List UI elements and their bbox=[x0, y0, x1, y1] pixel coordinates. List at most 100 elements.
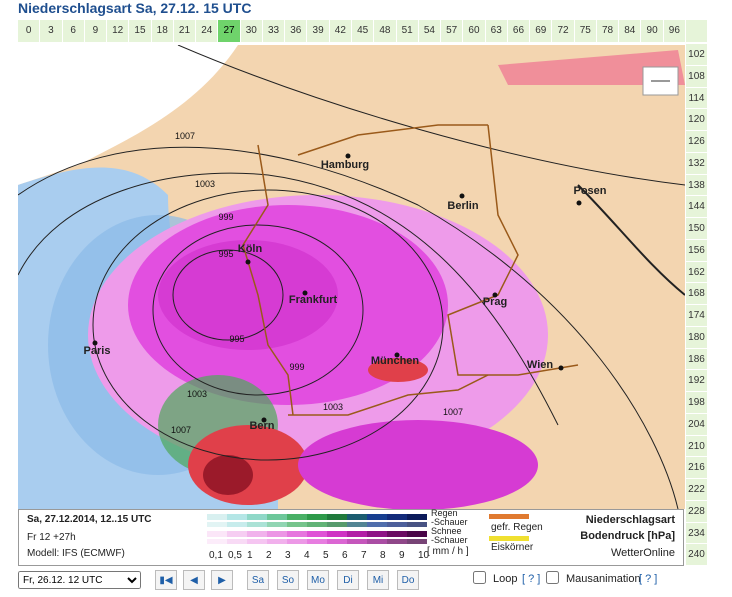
time-tab[interactable]: 54 bbox=[418, 20, 442, 42]
scale-label: 7 bbox=[361, 550, 367, 561]
run-select[interactable]: Fr, 26.12. 12 UTC bbox=[18, 571, 141, 589]
time-tab[interactable]: 228 bbox=[686, 500, 707, 523]
time-tab[interactable]: 156 bbox=[686, 239, 707, 262]
time-tab[interactable]: 90 bbox=[641, 20, 664, 42]
rain-swatch bbox=[207, 514, 227, 520]
time-tab[interactable]: 51 bbox=[396, 20, 419, 42]
shower-swatch bbox=[247, 522, 267, 527]
city-dot bbox=[302, 290, 308, 296]
time-tab[interactable]: 198 bbox=[686, 392, 707, 414]
time-tab[interactable]: 69 bbox=[530, 20, 553, 42]
time-tab[interactable]: 210 bbox=[686, 435, 707, 458]
day-button[interactable]: Sa bbox=[247, 570, 269, 590]
legend-model: Modell: IFS (ECMWF) bbox=[27, 548, 125, 559]
day-button[interactable]: Do bbox=[397, 570, 419, 590]
time-tab[interactable]: 96 bbox=[663, 20, 686, 42]
time-tab[interactable]: 114 bbox=[686, 87, 707, 110]
scale-label: 0,5 bbox=[228, 550, 242, 561]
next-button[interactable]: ▶ bbox=[211, 570, 233, 590]
shower-swatch bbox=[327, 522, 347, 527]
scale-label: 5 bbox=[323, 550, 329, 561]
time-tab[interactable]: 48 bbox=[374, 20, 397, 42]
time-tab[interactable]: 39 bbox=[307, 20, 330, 42]
day-button[interactable]: Mi bbox=[367, 570, 389, 590]
isobar-label: 995 bbox=[229, 334, 244, 344]
time-tab[interactable]: 168 bbox=[686, 283, 707, 305]
prev-button[interactable]: ◀ bbox=[183, 570, 205, 590]
time-tab[interactable]: 12 bbox=[107, 20, 130, 42]
time-tab[interactable]: 9 bbox=[84, 20, 108, 42]
time-tab[interactable]: 36 bbox=[285, 20, 308, 42]
time-tab[interactable]: 186 bbox=[686, 348, 707, 371]
city-dot bbox=[459, 193, 465, 199]
time-tab[interactable]: 234 bbox=[686, 522, 707, 545]
scale-label: 1 bbox=[247, 550, 253, 561]
time-tab[interactable]: 78 bbox=[596, 20, 620, 42]
city-dot bbox=[576, 200, 582, 206]
time-tab[interactable]: 63 bbox=[485, 20, 508, 42]
isobar-label: 999 bbox=[289, 362, 304, 372]
snow-shower-swatch bbox=[247, 539, 267, 544]
loop-help[interactable]: [ ? ] bbox=[522, 573, 541, 585]
rain-swatch bbox=[227, 514, 247, 520]
rain-swatch bbox=[387, 514, 407, 520]
time-tab[interactable]: 180 bbox=[686, 326, 707, 349]
shower-swatch bbox=[367, 522, 387, 527]
time-tab[interactable]: 66 bbox=[507, 20, 531, 42]
time-tab[interactable]: 75 bbox=[574, 20, 597, 42]
shower-swatch bbox=[387, 522, 407, 527]
day-button[interactable]: Mo bbox=[307, 570, 329, 590]
shower-swatch bbox=[267, 522, 287, 527]
time-tab[interactable]: 18 bbox=[151, 20, 174, 42]
time-tab[interactable]: 108 bbox=[686, 65, 707, 88]
mouse-help[interactable]: [ ? ] bbox=[639, 573, 658, 585]
time-tab[interactable]: 33 bbox=[262, 20, 286, 42]
time-tab[interactable]: 15 bbox=[129, 20, 152, 42]
time-tab[interactable]: 174 bbox=[686, 305, 707, 327]
title: Niederschlagsart Sa, 27.12. 15 UTC bbox=[18, 0, 252, 16]
city-label: Berlin bbox=[447, 200, 478, 212]
time-tab[interactable]: 138 bbox=[686, 174, 707, 197]
rain-swatch bbox=[407, 514, 427, 520]
time-tab[interactable]: 84 bbox=[619, 20, 642, 42]
time-tab[interactable]: 132 bbox=[686, 152, 707, 175]
time-tab[interactable]: 240 bbox=[686, 544, 707, 566]
city-label: Wien bbox=[527, 359, 553, 371]
time-tab[interactable]: 57 bbox=[441, 20, 464, 42]
time-tab[interactable]: 192 bbox=[686, 370, 707, 392]
time-tab[interactable]: 60 bbox=[463, 20, 486, 42]
time-tab[interactable]: 222 bbox=[686, 479, 707, 501]
loop-checkbox[interactable] bbox=[473, 571, 486, 584]
isobar-label: 1003 bbox=[195, 179, 215, 189]
time-tab[interactable]: 144 bbox=[686, 196, 707, 218]
time-tab[interactable]: 21 bbox=[173, 20, 197, 42]
first-button[interactable]: ▮◀ bbox=[155, 570, 177, 590]
time-tab[interactable]: 120 bbox=[686, 109, 707, 131]
time-tab[interactable]: 102 bbox=[686, 44, 707, 66]
city-label: München bbox=[371, 355, 420, 367]
snow-swatch bbox=[407, 531, 427, 537]
time-tab[interactable]: 45 bbox=[352, 20, 375, 42]
time-tab[interactable]: 6 bbox=[62, 20, 85, 42]
mouse-checkbox[interactable] bbox=[546, 571, 559, 584]
day-button[interactable]: Di bbox=[337, 570, 359, 590]
time-tab[interactable]: 0 bbox=[18, 20, 41, 42]
time-tab[interactable]: 3 bbox=[40, 20, 63, 42]
time-tab[interactable]: 204 bbox=[686, 413, 707, 436]
time-tab[interactable]: 162 bbox=[686, 261, 707, 284]
time-tab[interactable]: 30 bbox=[240, 20, 263, 42]
time-tab[interactable]: 27 bbox=[218, 20, 241, 42]
time-tab[interactable]: 126 bbox=[686, 131, 707, 153]
snow-swatch bbox=[347, 531, 367, 537]
snow-swatch bbox=[287, 531, 307, 537]
type-label: Regen bbox=[431, 508, 458, 518]
time-tab[interactable]: 24 bbox=[196, 20, 219, 42]
time-tab[interactable]: 216 bbox=[686, 457, 707, 479]
time-tab[interactable]: 42 bbox=[329, 20, 352, 42]
time-tab[interactable]: 150 bbox=[686, 218, 707, 240]
time-tab[interactable]: 72 bbox=[552, 20, 575, 42]
day-button[interactable]: So bbox=[277, 570, 299, 590]
city-label: Prag bbox=[483, 296, 507, 308]
product-label: Niederschlagsart bbox=[585, 514, 675, 526]
ice-swatch bbox=[489, 536, 529, 541]
